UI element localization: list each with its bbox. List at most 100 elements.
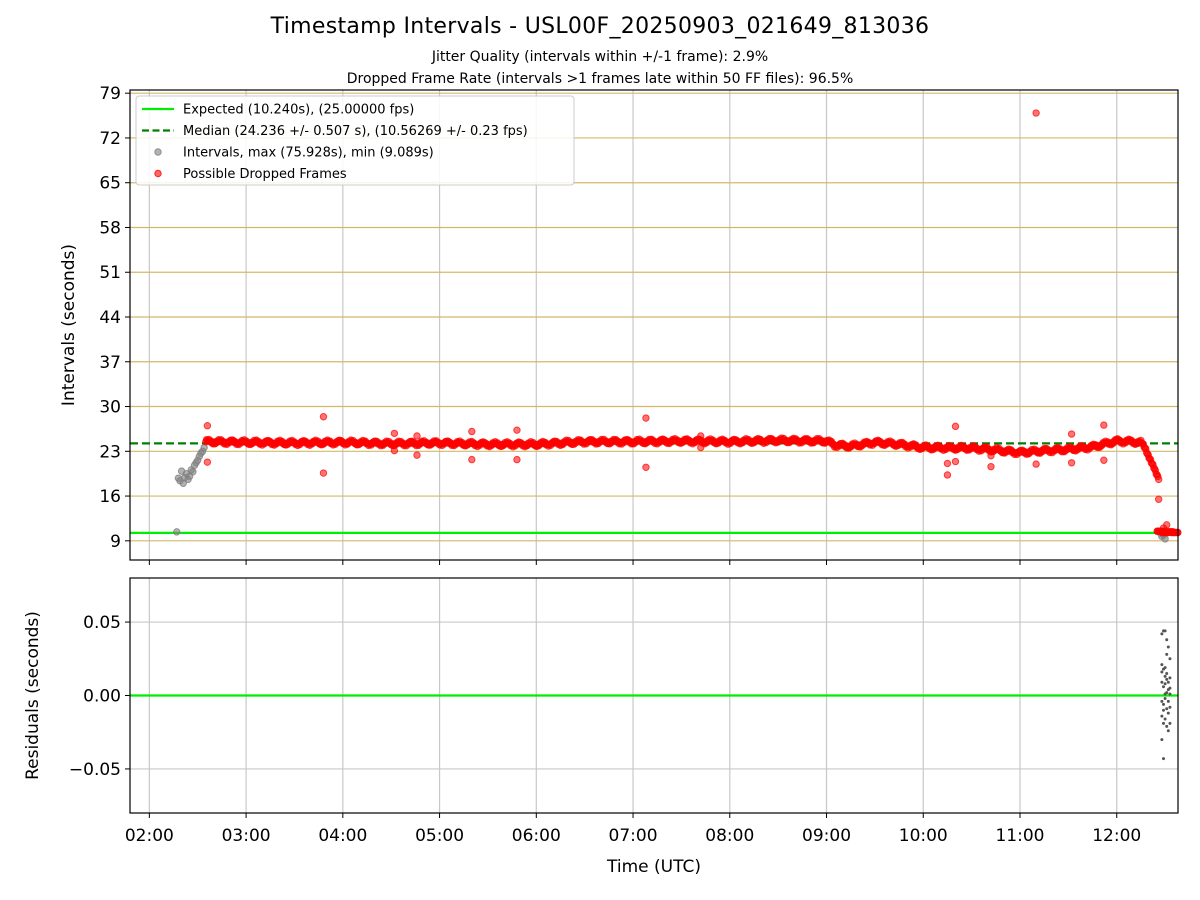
dropped-frame-outlier [1067, 430, 1076, 438]
chart-title: Timestamp Intervals - USL00F_20250903_02… [270, 14, 930, 39]
residual-point [1163, 682, 1167, 686]
residual-point [1163, 666, 1167, 670]
residual-point [1168, 721, 1172, 725]
x-tick-label: 08:00 [705, 826, 754, 846]
dropped-frame-outlier [203, 458, 212, 466]
legend-box [135, 95, 575, 186]
residual-point [1160, 714, 1164, 718]
dropped-frame-outlier [987, 462, 995, 471]
residual-point [1166, 645, 1170, 649]
dropped-frame-outlier [413, 432, 421, 440]
bottom-panel-frame [129, 577, 1179, 814]
residual-point [1166, 688, 1170, 692]
dropped-frame-outlier [319, 413, 328, 421]
residual-point [1168, 676, 1172, 680]
residual-point [1166, 729, 1170, 733]
top-y-tick-label: 37 [99, 353, 121, 373]
residual-point [1163, 629, 1167, 633]
dropped-frame-outlier [697, 432, 705, 440]
top-y-tick-label: 44 [99, 308, 121, 328]
x-tick-label: 12:00 [1092, 826, 1141, 846]
dropped-frame-outlier [642, 414, 650, 422]
dropped-frame-outlier [1100, 421, 1108, 429]
dropped-frame-outlier [468, 455, 476, 464]
x-tick-label: 04:00 [318, 826, 367, 846]
x-tick-label: 09:00 [802, 826, 851, 846]
top-panel-frame [129, 89, 1179, 561]
bottom-y-axis-label: Residuals (seconds) [23, 611, 43, 780]
residual-point [1163, 717, 1167, 721]
residual-point [1165, 671, 1169, 675]
dropped-frame-outlier [1032, 460, 1040, 468]
residual-point [1160, 738, 1164, 742]
dropped-frame-outlier [390, 446, 399, 455]
residual-point [1163, 674, 1167, 678]
residual-point [1165, 638, 1169, 642]
bottom-y-tick-label: −0.05 [69, 760, 121, 780]
dropped-frame-subtitle: Dropped Frame Rate (intervals >1 frames … [346, 71, 854, 87]
residual-point [1160, 663, 1164, 667]
top-y-tick-label: 79 [99, 84, 121, 104]
residual-point [1166, 680, 1170, 684]
x-axis-label: Time (UTC) [606, 857, 701, 877]
dropped-frame-outlier [1067, 459, 1076, 467]
dropped-frame-outlier [642, 463, 650, 471]
dropped-frame-outlier [203, 422, 212, 430]
legend-swatch-marker [154, 148, 162, 156]
dropped-frame-outlier [951, 422, 960, 431]
top-y-tick-label: 23 [99, 442, 121, 462]
residual-point [1165, 724, 1169, 728]
dropped-frame-outlier [319, 469, 328, 477]
residual-point [1163, 696, 1167, 700]
dropped-frame-outlier [390, 429, 399, 438]
legend-label: Possible Dropped Frames [183, 167, 347, 182]
bottom-y-tick-label: 0.00 [83, 687, 121, 707]
residual-point [1168, 657, 1172, 661]
residual-point [1160, 670, 1164, 674]
jitter-quality-subtitle: Jitter Quality (intervals within +/-1 fr… [431, 49, 769, 65]
residual-point [1168, 705, 1172, 709]
interval-point [173, 528, 181, 536]
residual-point [1161, 757, 1165, 761]
residual-point [1165, 652, 1169, 656]
residual-point [1165, 707, 1169, 711]
residual-point [1166, 711, 1170, 715]
legend-label: Expected (10.240s), (25.00000 fps) [183, 103, 414, 118]
x-tick-label: 06:00 [512, 826, 561, 846]
dropped-frame-point [1154, 475, 1163, 484]
dropped-frame-outlier [513, 455, 521, 464]
bottom-y-tick-label: 0.05 [83, 613, 121, 633]
dropped-frame-outlier [1163, 521, 1171, 529]
top-y-axis-label: Intervals (seconds) [59, 244, 79, 406]
x-tick-label: 03:00 [222, 826, 271, 846]
interval-point [189, 468, 197, 476]
residual-point [1163, 692, 1167, 696]
x-tick-label: 11:00 [995, 826, 1044, 846]
top-y-tick-label: 72 [99, 129, 121, 149]
dropped-frame-outlier [943, 471, 952, 479]
residual-point [1161, 685, 1165, 689]
legend-label: Median (24.236 +/- 0.507 s), (10.56269 +… [183, 124, 528, 139]
dropped-frame-outlier [1100, 456, 1108, 464]
dropped-frame-outlier [987, 452, 995, 460]
top-y-tick-label: 51 [99, 263, 121, 283]
top-y-tick-label: 9 [110, 532, 121, 552]
legend-label: Intervals, max (75.928s), min (9.089s) [183, 146, 434, 161]
residual-point [1161, 702, 1165, 706]
top-y-tick-label: 16 [99, 487, 121, 507]
top-y-tick-label: 65 [99, 174, 121, 194]
dropped-frame-outlier [468, 427, 476, 436]
x-tick-label: 02:00 [125, 826, 174, 846]
dropped-frame-outlier [1154, 495, 1163, 503]
residual-point [1168, 692, 1172, 696]
dropped-frame-outlier [943, 459, 952, 468]
interval-point [1161, 535, 1169, 543]
residual-point [1166, 699, 1170, 703]
top-y-tick-label: 58 [99, 218, 121, 238]
top-y-tick-label: 30 [99, 398, 121, 418]
residual-point [1161, 721, 1165, 725]
dropped-frame-outlier [1032, 109, 1040, 117]
residual-point [1161, 708, 1165, 712]
